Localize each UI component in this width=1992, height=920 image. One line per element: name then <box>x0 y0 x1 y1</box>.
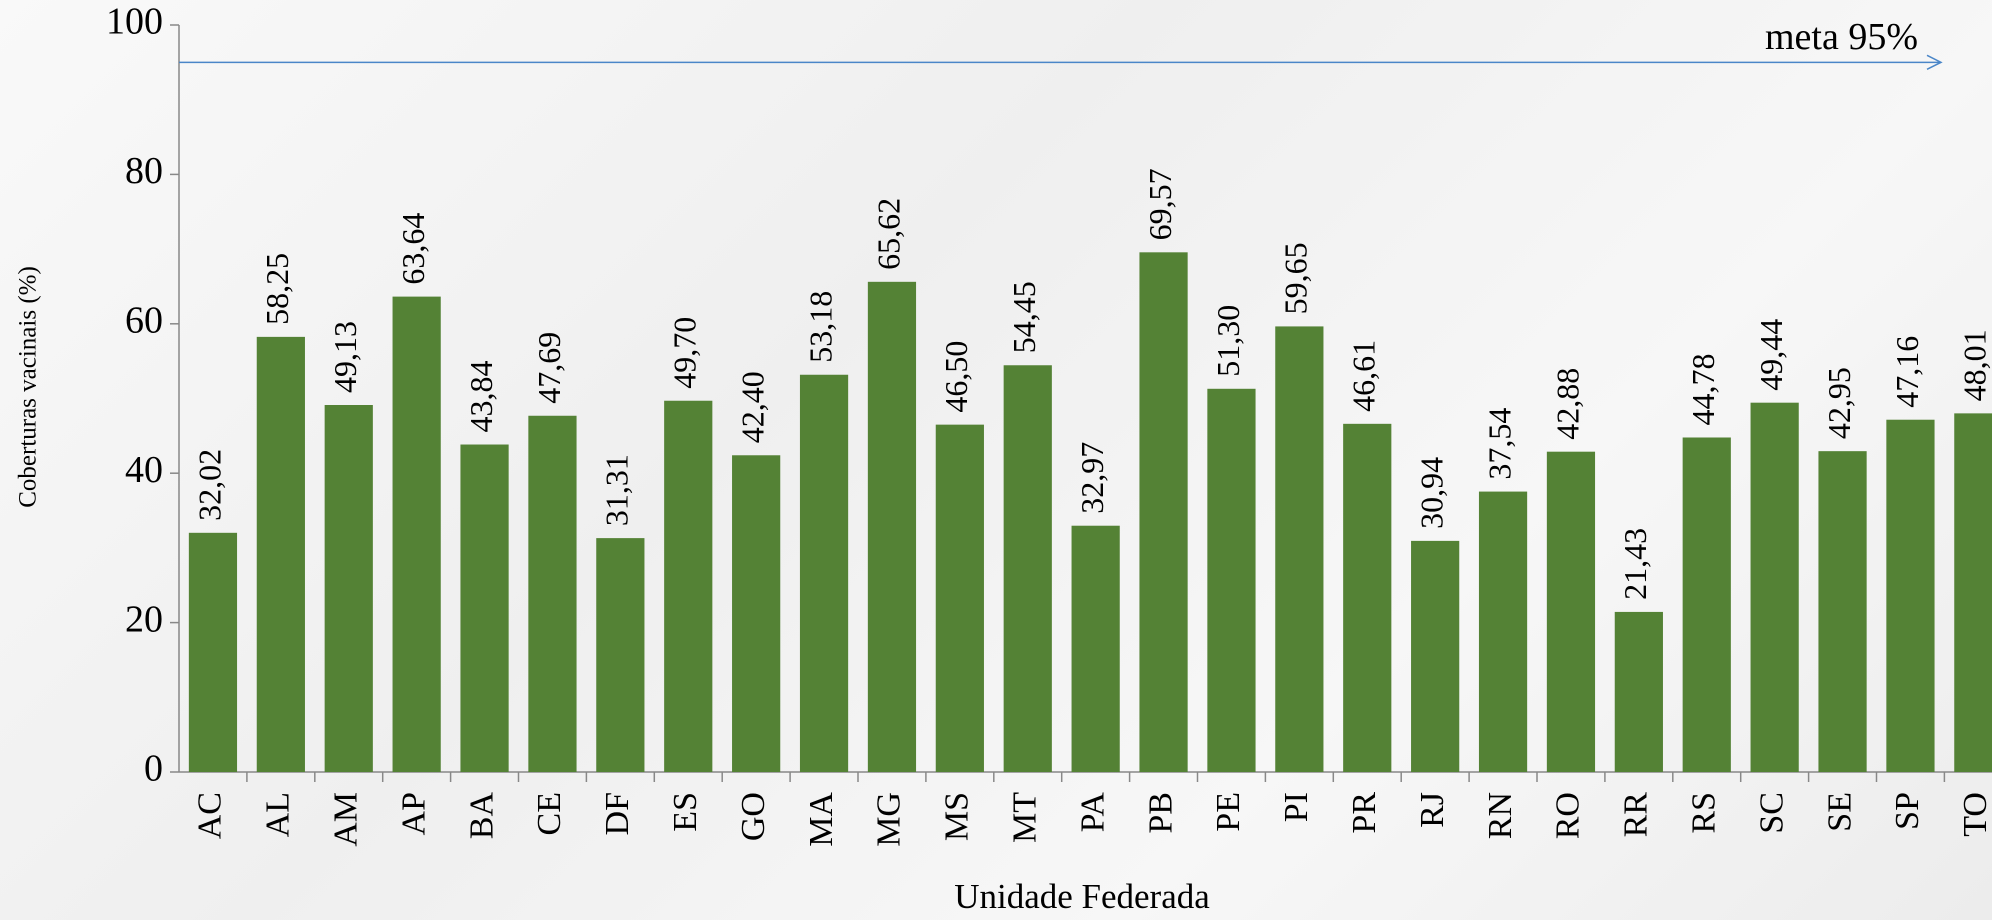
value-label: 53,18 <box>802 291 838 363</box>
value-label: 46,50 <box>938 341 974 413</box>
bar <box>1478 491 1528 772</box>
bar <box>935 424 984 772</box>
bar <box>460 444 509 772</box>
bar <box>1614 611 1663 772</box>
value-label: 30,94 <box>1413 457 1449 529</box>
bar <box>188 532 238 772</box>
bar <box>324 404 373 772</box>
x-tick-label: RR <box>1618 792 1655 838</box>
bar <box>1818 451 1867 772</box>
value-label: 21,43 <box>1617 528 1653 600</box>
y-tick-label: 80 <box>125 150 163 192</box>
value-label: 42,95 <box>1821 367 1857 439</box>
x-tick-label: SE <box>1821 792 1858 832</box>
x-tick-label: GO <box>735 792 772 841</box>
x-tick-label: AM <box>328 792 365 847</box>
x-tick-label: RJ <box>1414 792 1451 828</box>
y-tick-label: 0 <box>144 748 163 790</box>
x-tick-label: MS <box>939 792 976 841</box>
value-label: 59,65 <box>1278 242 1314 314</box>
x-tick-label: PI <box>1278 792 1315 822</box>
bar <box>1954 413 1992 772</box>
x-tick-label: MA <box>803 792 840 847</box>
x-tick-label: AL <box>260 792 297 837</box>
x-tick-label: SP <box>1889 792 1926 830</box>
value-label: 43,84 <box>463 361 499 433</box>
value-label: 54,45 <box>1006 281 1042 353</box>
bar <box>1546 451 1596 772</box>
value-label: 48,01 <box>1957 329 1992 401</box>
value-label: 32,02 <box>191 449 227 521</box>
bar <box>1343 423 1392 772</box>
value-label: 42,88 <box>1549 368 1585 440</box>
y-tick-label: 20 <box>125 598 163 640</box>
bar <box>528 415 577 772</box>
bar <box>392 296 441 772</box>
value-label: 31,31 <box>599 454 635 526</box>
x-tick-label: ES <box>667 792 704 832</box>
x-tick-label: DF <box>599 792 636 835</box>
x-tick-label: PB <box>1142 792 1179 834</box>
x-tick-label: RS <box>1686 792 1723 834</box>
bar <box>664 400 713 772</box>
y-tick-label: 100 <box>106 1 163 43</box>
bar <box>1003 365 1052 772</box>
value-label: 32,97 <box>1074 442 1110 514</box>
bar <box>1275 326 1324 772</box>
value-label: 58,25 <box>259 253 295 325</box>
bar <box>1682 437 1731 772</box>
bar <box>256 336 305 772</box>
x-tick-label: AP <box>395 792 432 835</box>
value-label: 42,40 <box>734 371 770 443</box>
y-tick-label: 40 <box>125 449 163 491</box>
y-tick-label: 60 <box>125 300 163 342</box>
x-tick-label: PE <box>1210 792 1247 832</box>
bar <box>732 455 781 772</box>
x-tick-label: PR <box>1346 792 1383 834</box>
bar <box>1886 419 1935 772</box>
x-tick-label: AC <box>192 792 229 839</box>
value-label: 63,64 <box>395 213 431 285</box>
value-label: 37,54 <box>1481 408 1517 480</box>
bar <box>867 281 917 772</box>
x-tick-label: BA <box>463 792 500 840</box>
target-label: meta 95% <box>1765 16 1918 58</box>
value-label: 47,69 <box>531 332 567 404</box>
value-label: 44,78 <box>1685 353 1721 425</box>
value-label: 51,30 <box>1210 305 1246 377</box>
x-tick-label: RO <box>1550 792 1587 839</box>
value-label: 47,16 <box>1889 336 1925 408</box>
x-tick-label: SC <box>1753 792 1790 834</box>
y-axis-title: Coberturas vacinais (%) <box>15 266 42 508</box>
value-label: 49,70 <box>667 317 703 389</box>
target-arrow <box>1926 54 1943 71</box>
value-label: 65,62 <box>870 198 906 270</box>
x-tick-label: PA <box>1074 792 1111 833</box>
x-axis-title: Unidade Federada <box>954 877 1210 916</box>
value-label: 49,13 <box>327 321 363 393</box>
x-tick-label: RN <box>1482 792 1519 839</box>
bar <box>1207 388 1256 772</box>
x-tick-label: MG <box>871 792 908 847</box>
bar <box>1411 540 1460 772</box>
value-label: 46,61 <box>1346 340 1382 412</box>
x-tick-label: CE <box>531 792 568 835</box>
bar <box>596 538 645 772</box>
x-tick-label: TO <box>1957 792 1992 837</box>
bar <box>1750 402 1799 772</box>
value-label: 49,44 <box>1753 319 1789 391</box>
bar <box>1139 252 1188 772</box>
bar <box>1071 525 1120 772</box>
bar <box>799 374 849 772</box>
x-tick-label: MT <box>1007 792 1044 843</box>
value-label: 69,57 <box>1142 168 1178 240</box>
